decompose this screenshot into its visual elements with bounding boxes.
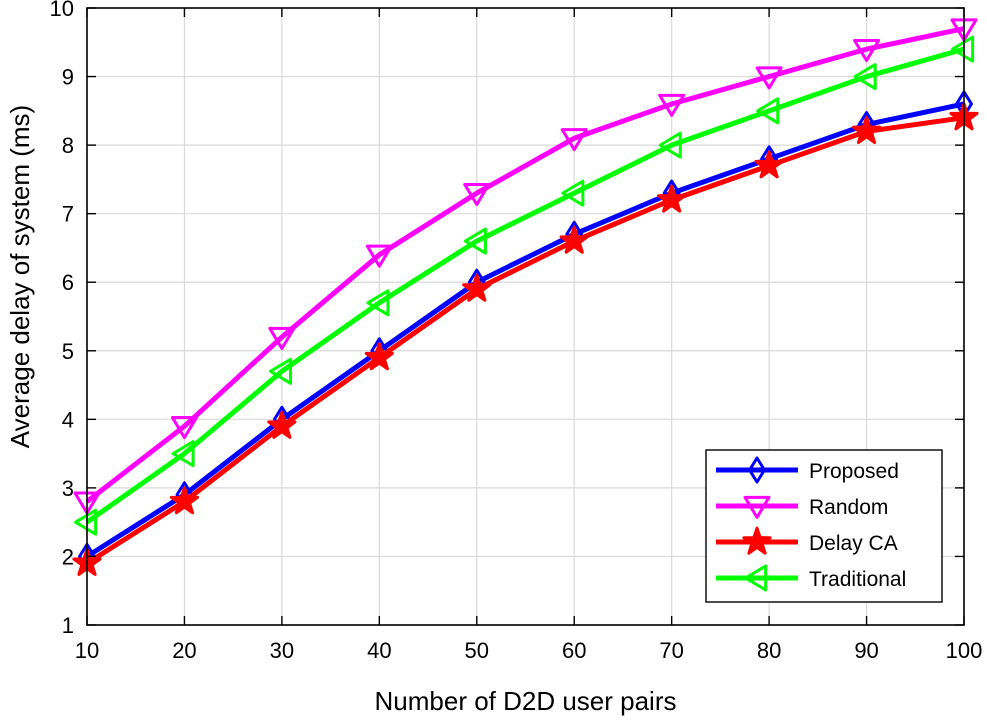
data-point-marker (851, 116, 882, 145)
series-line (85, 101, 965, 559)
x-tick-label: 30 (270, 638, 294, 663)
plot-frame (86, 7, 965, 626)
data-point-marker (560, 128, 588, 152)
x-tick-label: 100 (946, 638, 983, 663)
data-point-marker (658, 93, 686, 117)
legend-item: Traditional (716, 564, 906, 592)
data-point-marker (170, 416, 198, 440)
x-axis-label: Number of D2D user pairs (375, 686, 677, 716)
y-tick-label: 5 (62, 339, 74, 364)
legend-label: Traditional (809, 568, 906, 591)
data-point-marker (267, 410, 297, 439)
x-tick-label: 50 (465, 638, 489, 663)
y-tick-label: 2 (62, 544, 74, 569)
legend-swatch-marker (744, 564, 768, 592)
x-tick-label: 70 (659, 638, 683, 663)
data-point-marker (754, 150, 784, 179)
data-point-marker (463, 227, 487, 255)
x-tick-label: 90 (854, 638, 878, 663)
x-tick-label: 20 (172, 638, 196, 663)
data-point-marker (169, 486, 200, 515)
data-point-marker (755, 66, 783, 90)
y-tick-label: 3 (62, 476, 74, 501)
legend: Proposed Random Delay CA Traditional (705, 449, 943, 603)
data-point-marker (268, 357, 293, 385)
x-tick-label: 10 (75, 638, 99, 663)
data-point-marker (658, 131, 682, 159)
series-traditional (74, 35, 975, 536)
y-tick-label: 7 (62, 202, 74, 227)
x-tick-label: 40 (367, 638, 391, 663)
data-point-marker (462, 273, 492, 302)
series-line (85, 115, 965, 566)
series-lines (72, 18, 979, 576)
y-tick-label: 1 (62, 613, 74, 638)
y-tick-label: 8 (62, 133, 74, 158)
axis-ticks (86, 7, 965, 626)
data-point-marker (561, 179, 585, 207)
y-tick-label: 4 (62, 407, 74, 432)
data-point-marker (74, 508, 98, 536)
y-tick-label: 9 (62, 65, 74, 90)
x-tick-label: 60 (562, 638, 586, 663)
legend-item: Random (716, 495, 888, 519)
data-point-marker (756, 97, 780, 125)
data-point-marker (853, 38, 881, 63)
data-point-marker (951, 35, 975, 63)
legend-swatch-marker (748, 456, 766, 484)
data-point-marker (365, 244, 393, 268)
legend-label: Proposed (809, 460, 899, 483)
data-point-marker (463, 182, 491, 206)
legend-swatch-marker (742, 526, 772, 555)
x-tick-label: 80 (757, 638, 781, 663)
legend-item: Proposed (716, 456, 899, 484)
data-point-marker (853, 63, 877, 91)
legend-label: Random (809, 496, 888, 519)
series-line (85, 26, 965, 504)
data-point-marker (657, 184, 687, 213)
data-point-marker (364, 342, 394, 371)
x-tick-labels: 10 20 30 40 50 60 70 80 90 100 (75, 638, 983, 663)
y-tick-labels: 1 2 3 4 5 6 7 8 9 10 (50, 0, 74, 638)
y-tick-label: 6 (62, 270, 74, 295)
series-delay-ca (72, 102, 979, 576)
data-point-marker (268, 326, 296, 350)
data-point-marker (366, 289, 390, 317)
legend-item: Delay CA (716, 526, 898, 555)
series-line (85, 46, 965, 525)
legend-label: Delay CA (809, 532, 898, 555)
legend-swatch-marker (743, 495, 771, 519)
y-axis-label: Average delay of system (ms) (5, 105, 35, 448)
y-tick-label: 10 (50, 0, 74, 21)
data-point-marker (171, 440, 195, 468)
data-point-marker (559, 225, 589, 254)
